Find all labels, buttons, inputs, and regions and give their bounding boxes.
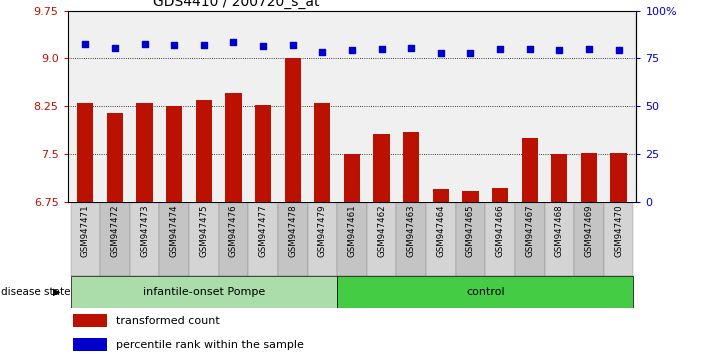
Bar: [248, 202, 278, 276]
Text: GDS4410 / 200720_s_at: GDS4410 / 200720_s_at: [153, 0, 319, 9]
Text: GSM947469: GSM947469: [584, 204, 594, 257]
Point: [524, 47, 535, 52]
Bar: [107, 113, 123, 202]
Point: [465, 51, 476, 56]
Bar: [522, 138, 538, 202]
Point: [494, 47, 506, 52]
Bar: [314, 103, 331, 202]
Text: GSM947476: GSM947476: [229, 204, 238, 257]
Text: GSM947472: GSM947472: [110, 204, 119, 257]
Bar: [485, 202, 515, 276]
Text: GSM947478: GSM947478: [288, 204, 297, 257]
Point: [257, 43, 269, 48]
Bar: [70, 276, 337, 308]
Point: [198, 42, 210, 48]
Bar: [373, 133, 390, 202]
Bar: [129, 202, 159, 276]
Point: [613, 47, 624, 53]
Bar: [137, 103, 153, 202]
Bar: [367, 202, 397, 276]
Point: [376, 46, 387, 52]
Bar: [166, 105, 182, 202]
Text: GSM947464: GSM947464: [437, 204, 445, 257]
Bar: [397, 202, 426, 276]
Bar: [219, 202, 248, 276]
Bar: [73, 314, 107, 327]
Point: [435, 50, 447, 56]
Point: [228, 40, 239, 45]
Bar: [344, 154, 360, 202]
Point: [169, 42, 180, 48]
Text: GSM947477: GSM947477: [259, 204, 267, 257]
Text: GSM947475: GSM947475: [199, 204, 208, 257]
Bar: [515, 202, 545, 276]
Text: ▶: ▶: [53, 287, 60, 297]
Point: [405, 45, 417, 50]
Bar: [225, 93, 242, 202]
Bar: [337, 202, 367, 276]
Bar: [545, 202, 574, 276]
Bar: [307, 202, 337, 276]
Bar: [196, 100, 212, 202]
Text: GSM947467: GSM947467: [525, 204, 534, 257]
Text: GSM947462: GSM947462: [377, 204, 386, 257]
Bar: [611, 153, 626, 202]
Text: GSM947471: GSM947471: [81, 204, 90, 257]
Point: [139, 41, 150, 47]
Point: [80, 41, 91, 47]
Text: GSM947466: GSM947466: [496, 204, 505, 257]
Bar: [581, 153, 597, 202]
Bar: [492, 188, 508, 202]
Text: GSM947465: GSM947465: [466, 204, 475, 257]
Text: GSM947463: GSM947463: [407, 204, 416, 257]
Point: [346, 47, 358, 53]
Bar: [604, 202, 634, 276]
Bar: [77, 103, 93, 202]
Point: [287, 42, 299, 48]
Bar: [70, 202, 100, 276]
Bar: [189, 202, 219, 276]
Bar: [403, 132, 419, 202]
Bar: [462, 191, 479, 202]
Bar: [551, 154, 567, 202]
Point: [109, 45, 121, 50]
Text: infantile-onset Pompe: infantile-onset Pompe: [143, 287, 265, 297]
Text: GSM947479: GSM947479: [318, 204, 327, 257]
Bar: [426, 202, 456, 276]
Bar: [456, 202, 485, 276]
Text: percentile rank within the sample: percentile rank within the sample: [116, 340, 304, 350]
Text: GSM947468: GSM947468: [555, 204, 564, 257]
Text: transformed count: transformed count: [116, 316, 220, 326]
Bar: [100, 202, 129, 276]
Text: GSM947474: GSM947474: [170, 204, 178, 257]
Text: GSM947470: GSM947470: [614, 204, 623, 257]
Bar: [574, 202, 604, 276]
Bar: [433, 189, 449, 202]
Bar: [159, 202, 189, 276]
Text: GSM947461: GSM947461: [348, 204, 356, 257]
Bar: [278, 202, 307, 276]
Bar: [284, 58, 301, 202]
Point: [583, 47, 594, 52]
Bar: [255, 105, 271, 202]
Text: GSM947473: GSM947473: [140, 204, 149, 257]
Text: disease state: disease state: [1, 287, 71, 297]
Bar: [73, 338, 107, 351]
Point: [554, 47, 565, 53]
Point: [316, 49, 328, 55]
Bar: [337, 276, 634, 308]
Text: control: control: [466, 287, 505, 297]
